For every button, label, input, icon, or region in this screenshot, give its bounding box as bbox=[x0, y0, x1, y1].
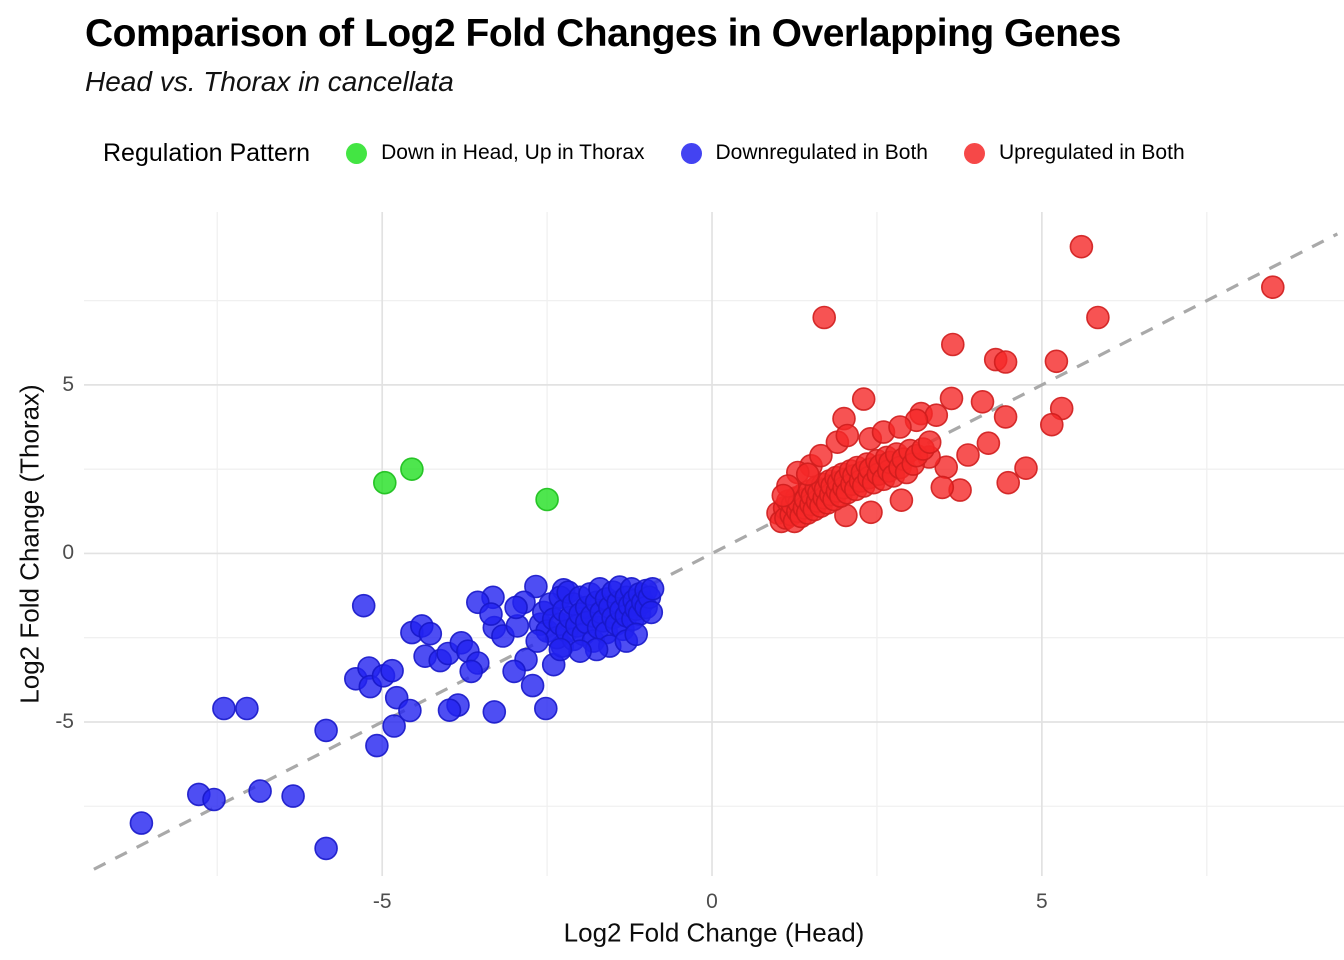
data-point bbox=[548, 637, 573, 662]
blue-dot-icon bbox=[680, 142, 702, 164]
data-point bbox=[202, 787, 226, 812]
data-point bbox=[1014, 456, 1038, 481]
x-axis-title: Log2 Fold Change (Head) bbox=[563, 917, 865, 948]
data-point bbox=[917, 430, 942, 455]
x-tick-label: -5 bbox=[372, 890, 392, 913]
data-point bbox=[502, 659, 526, 684]
data-point bbox=[568, 639, 592, 664]
data-point bbox=[859, 500, 883, 525]
data-point bbox=[940, 332, 965, 357]
legend-label: Downregulated in Both bbox=[715, 141, 928, 164]
identity-line bbox=[93, 232, 1339, 871]
y-axis-title: Log2 Fold Change (Thorax) bbox=[14, 384, 45, 704]
data-point bbox=[924, 403, 949, 428]
data-point bbox=[459, 659, 484, 684]
y-tick-label: -5 bbox=[55, 709, 74, 733]
data-point bbox=[1261, 275, 1285, 300]
data-point bbox=[129, 811, 154, 835]
chart-subtitle: Head vs. Thorax in cancellata bbox=[85, 66, 454, 97]
data-point bbox=[400, 457, 424, 482]
data-point bbox=[835, 423, 860, 448]
page-title: Comparison of Log2 Fold Changes in Overl… bbox=[85, 12, 1121, 55]
data-point bbox=[1040, 412, 1064, 437]
data-point bbox=[380, 658, 404, 683]
data-point bbox=[889, 488, 914, 513]
data-point bbox=[525, 629, 550, 653]
y-tick-label: 5 bbox=[62, 372, 74, 396]
data-point bbox=[235, 696, 259, 721]
data-point bbox=[533, 696, 558, 721]
x-tick-label: 5 bbox=[1036, 890, 1048, 913]
data-point bbox=[398, 698, 422, 723]
data-point bbox=[248, 779, 272, 803]
data-point bbox=[479, 602, 503, 626]
legend-label: Down in Head, Up in Thorax bbox=[381, 141, 645, 164]
data-point bbox=[520, 673, 545, 698]
data-point bbox=[996, 470, 1021, 495]
data-point bbox=[372, 470, 397, 495]
green-dot-icon bbox=[346, 142, 368, 164]
data-point bbox=[851, 387, 876, 411]
data-point bbox=[771, 483, 796, 508]
legend: Regulation Pattern Down in Head, Up in T… bbox=[90, 133, 1185, 173]
data-point bbox=[812, 305, 837, 330]
y-tick-label: 0 bbox=[62, 541, 74, 565]
data-point bbox=[939, 386, 964, 411]
data-point bbox=[212, 696, 236, 721]
data-point bbox=[1044, 349, 1069, 374]
data-point bbox=[314, 718, 338, 743]
data-point bbox=[795, 462, 820, 487]
data-point bbox=[351, 593, 376, 618]
data-point bbox=[639, 600, 664, 625]
data-point bbox=[809, 443, 833, 468]
data-point bbox=[1086, 305, 1110, 330]
data-point bbox=[535, 487, 559, 512]
data-point bbox=[956, 443, 980, 467]
data-point bbox=[930, 475, 955, 500]
data-point bbox=[281, 784, 305, 808]
data-point bbox=[976, 431, 1001, 456]
data-point bbox=[418, 621, 443, 646]
data-point bbox=[970, 389, 995, 414]
red-dot-icon bbox=[964, 142, 985, 164]
data-point bbox=[524, 574, 548, 599]
data-point bbox=[382, 714, 406, 738]
legend-item-down-up: Down in Head, Up in Thorax bbox=[346, 141, 645, 165]
legend-item-down-both: Downregulated in Both bbox=[680, 141, 928, 165]
legend-label: Upregulated in Both bbox=[999, 141, 1185, 164]
legend-title: Regulation Pattern bbox=[103, 138, 311, 167]
data-point bbox=[437, 698, 462, 723]
data-point bbox=[365, 733, 389, 758]
data-point bbox=[993, 405, 1018, 429]
x-tick-label: 0 bbox=[706, 890, 718, 913]
data-point bbox=[314, 836, 338, 861]
data-point bbox=[504, 595, 528, 620]
data-point bbox=[624, 622, 649, 647]
data-point bbox=[888, 415, 912, 439]
data-point bbox=[482, 700, 507, 724]
data-point bbox=[1069, 234, 1094, 259]
data-point bbox=[993, 350, 1018, 374]
data-point bbox=[640, 576, 665, 601]
legend-item-up-both: Upregulated in Both bbox=[964, 141, 1185, 165]
